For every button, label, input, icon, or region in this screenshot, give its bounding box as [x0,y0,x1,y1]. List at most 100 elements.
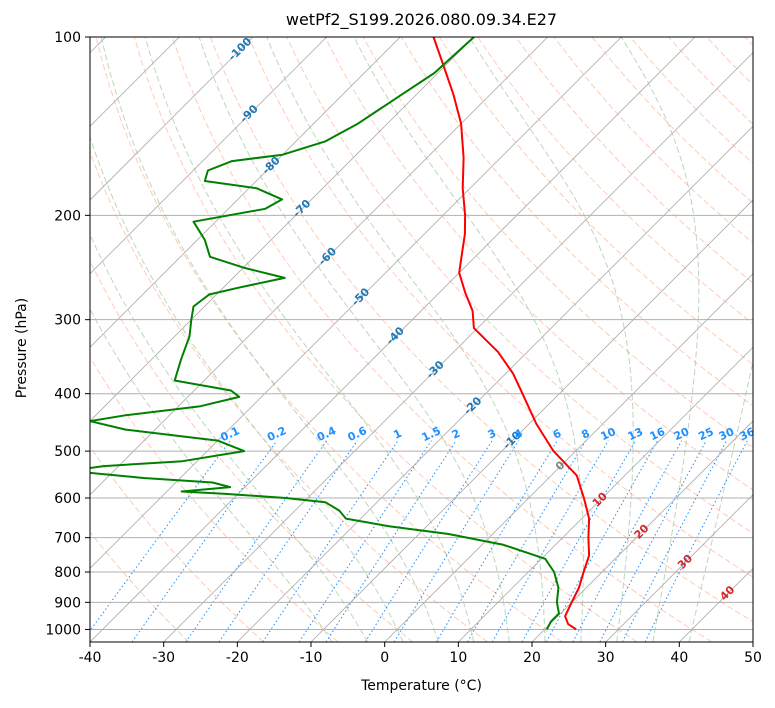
mixing-ratio-line [545,440,659,642]
mixing-ratio-line [521,440,637,642]
mixing-ratio-label: 0.1 [218,424,241,444]
mixing-ratio-line [491,440,609,642]
x-tick-label: 50 [744,650,762,666]
mixing-ratio-label: 13 [626,425,645,443]
mixing-ratio-label: 1.5 [420,424,443,444]
isotherm-line [163,52,753,642]
isotherm-label: -60 [316,245,339,268]
isotherm-line [531,420,753,642]
x-tick-label: -10 [300,650,323,666]
dry-adiabat [248,37,753,578]
y-tick-label: 200 [54,208,81,224]
dry-adiabat [668,37,753,125]
mixing-ratio-line [644,440,748,642]
dry-adiabat [706,37,753,86]
x-tick-label: 10 [449,650,467,666]
isotherm-label: 30 [675,552,695,572]
x-tick-label: 40 [670,650,688,666]
dry-adiabat [90,259,414,642]
mixing-ratio-line [572,440,683,642]
mixing-ratio-label: 20 [672,425,692,443]
dry-adiabat [133,37,638,642]
moist-adiabat [90,232,369,642]
dry-adiabat [591,37,753,204]
chart-title: wetPf2_S199.2026.080.09.34.E27 [285,10,558,29]
isotherm-label: -70 [290,197,313,220]
mixing-ratio-line [218,440,358,642]
isotherm-line [237,125,753,642]
background-lines [90,37,753,642]
mixing-ratio-label: 30 [717,425,737,443]
mixing-ratio-line [298,440,432,642]
isotherm-label: -100 [226,35,255,64]
y-tick-label: 500 [54,444,81,460]
moist-adiabat [198,37,510,642]
dry-adiabat [553,37,753,244]
moist-adiabat [144,37,475,642]
isotherm-line [679,567,753,642]
isotherm-label: 0 [553,458,568,473]
isotherm-line [90,37,622,569]
y-tick-label: 400 [54,387,81,403]
y-tick-label: 300 [54,313,81,329]
isotherm-label: -90 [237,102,260,125]
y-tick-label: 100 [54,30,81,46]
moist-adiabat [688,358,753,642]
y-tick-label: 800 [54,565,81,581]
x-tick-label: 30 [597,650,615,666]
mixing-ratio-label: 25 [696,425,715,443]
isotherm-line [90,37,475,422]
mixing-ratio-line [393,440,520,642]
y-tick-label: 900 [54,595,81,611]
dry-adiabat [90,445,264,642]
dewpoint-profile [90,37,560,630]
moist-adiabat [90,135,404,642]
x-tick-label: 0 [380,650,389,666]
mixing-ratio-label: 2 [450,427,462,442]
mixing-ratio-label: 0.2 [265,424,288,444]
mixing-ratio-line [262,440,399,642]
dry-adiabat [90,531,190,642]
mixing-ratio-label: 10 [598,425,618,443]
isotherm-label: -30 [424,358,447,381]
y-tick-label: 600 [54,491,81,507]
x-tick-label: -40 [79,650,102,666]
isotherm-line [90,37,401,348]
mixing-ratio-line [325,440,457,642]
mixing-ratio-line [364,440,493,642]
x-axis-label: Temperature (°C) [361,678,482,694]
isotherm-line [310,199,753,642]
moist-adiabat [266,37,546,642]
mixing-ratio-line [131,440,278,642]
mixing-ratio-line [435,440,558,642]
isotherm-line [90,37,548,496]
dry-adiabat [90,150,488,642]
mixing-ratio-label: 16 [648,425,668,443]
y-axis-label: Pressure (hPa) [14,297,31,399]
moist-adiabat [620,37,700,642]
plot-frame [89,36,754,643]
dry-adiabat [438,37,753,366]
mixing-ratio-line [185,440,328,642]
x-tick-label: 20 [523,650,541,666]
dry-adiabat [95,37,563,642]
dry-adiabat [210,37,753,623]
isotherm-label: 20 [632,521,652,541]
isotherm-line [90,37,327,275]
dry-adiabat [171,37,712,642]
x-tick-label: -30 [152,650,175,666]
isotherm-line [605,494,753,642]
axes: -40 -30 -20 -10 0 10 20 30 40 5010009008007006005… [45,30,762,666]
line-labels: -100-90-80-70-60-50-40-30-20-10010203040… [218,35,757,603]
mixing-ratio-line [621,440,728,642]
mixing-ratio-line [90,440,231,632]
mixing-ratio-label: 0.4 [315,424,338,444]
dry-adiabat [90,356,339,642]
mixing-ratio-line [599,440,707,642]
profile-lines [90,37,591,631]
y-tick-label: 1000 [45,622,81,638]
isotherm-line [752,641,753,642]
mixing-ratio-label: 36 [737,425,757,443]
moist-adiabat [469,37,634,642]
